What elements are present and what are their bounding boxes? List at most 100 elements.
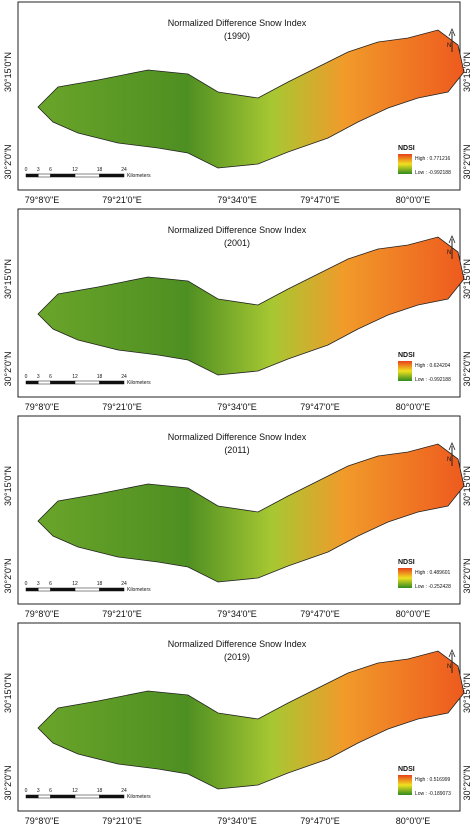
- map-panel: Normalized Difference Snow Index (2011) 30…: [3, 415, 472, 619]
- scale-tick: 0: [25, 167, 28, 173]
- y-label-left: 30°15'0"N: [3, 466, 13, 506]
- scale-segment: [74, 173, 100, 178]
- x-label: 79°34'0"E: [217, 195, 257, 205]
- x-label: 79°34'0"E: [217, 816, 257, 826]
- x-label: 79°8'0"E: [25, 402, 60, 412]
- scale-segment: [50, 587, 76, 592]
- y-label-right: 30°2'0"N: [462, 351, 472, 386]
- legend-high: High : 0.624204: [415, 363, 451, 369]
- scale-tick: 3: [37, 788, 40, 794]
- x-label: 79°8'0"E: [25, 195, 60, 205]
- north-label: N: [447, 250, 451, 256]
- north-arrow-head: [448, 234, 456, 244]
- scale-tick: 6: [49, 374, 52, 380]
- scale-tick: 6: [49, 167, 52, 173]
- scale-tick: 24: [121, 167, 127, 173]
- scale-tick: 18: [97, 167, 103, 173]
- map-title: Normalized Difference Snow Index: [168, 18, 307, 28]
- north-label: N: [447, 664, 451, 670]
- scale-tick: 3: [37, 374, 40, 380]
- north-label: N: [447, 43, 451, 49]
- x-label: 79°47'0"E: [300, 609, 340, 619]
- scale-tick: 3: [37, 167, 40, 173]
- scale-segment: [25, 173, 39, 178]
- y-label-left: 30°15'0"N: [3, 52, 13, 92]
- x-label: 79°21'0"E: [102, 816, 142, 826]
- y-label-right: 30°2'0"N: [462, 144, 472, 179]
- scale-tick: 0: [25, 788, 28, 794]
- legend-high: High : 0.489601: [415, 570, 451, 576]
- map-panel: Normalized Difference Snow Index(2001)30…: [3, 208, 472, 412]
- north-arrow-head: [448, 441, 456, 451]
- map-title: Normalized Difference Snow Index: [168, 639, 307, 649]
- legend-ramp: [398, 361, 412, 381]
- x-label: 79°21'0"E: [102, 195, 142, 205]
- scale-segment: [74, 587, 100, 592]
- scale-segment: [74, 380, 100, 385]
- x-label: 79°47'0"E: [300, 195, 340, 205]
- legend-low: Low : -0.189073: [415, 791, 451, 797]
- scale-tick: 12: [72, 788, 78, 794]
- scale-segment: [50, 173, 76, 178]
- scale-segment: [25, 794, 39, 799]
- north-arrow-head: [448, 27, 456, 37]
- scale-tick: 12: [72, 374, 78, 380]
- watershed: [37, 236, 465, 376]
- y-label-left: 30°2'0"N: [3, 765, 13, 800]
- scale-unit: Kilometers: [127, 794, 151, 800]
- map-year: (1990): [224, 31, 250, 41]
- map-panel: Normalized Difference Snow Index(2019)30…: [3, 622, 472, 826]
- legend-ramp: [398, 568, 412, 588]
- y-label-right: 30°15'0"N: [462, 466, 472, 506]
- legend-title: NDSI: [398, 352, 415, 359]
- north-label: N: [447, 457, 451, 463]
- scale-unit: Kilometers: [127, 587, 151, 593]
- y-label-left: 30°15'0"N: [3, 673, 13, 713]
- legend-title: NDSI: [398, 145, 415, 152]
- y-label-right: 30°15'0"N: [462, 259, 472, 299]
- scale-tick: 3: [37, 581, 40, 587]
- scale-tick: 6: [49, 788, 52, 794]
- scale-tick: 18: [97, 581, 103, 587]
- scale-segment: [99, 380, 125, 385]
- legend-ramp: [398, 775, 412, 795]
- scale-segment: [99, 587, 125, 592]
- x-label: 80°0'0"E: [396, 402, 431, 412]
- y-label-right: 30°2'0"N: [462, 765, 472, 800]
- x-label: 79°34'0"E: [217, 402, 257, 412]
- y-label-left: 30°2'0"N: [3, 558, 13, 593]
- x-label: 79°8'0"E: [25, 609, 60, 619]
- legend-high: High : 0.516999: [415, 777, 451, 783]
- y-label-left: 30°15'0"N: [3, 259, 13, 299]
- y-label-left: 30°2'0"N: [3, 351, 13, 386]
- scale-segment: [25, 380, 39, 385]
- map-title: Normalized Difference Snow Index: [168, 432, 307, 442]
- map-title: Normalized Difference Snow Index: [168, 225, 307, 235]
- legend-ramp: [398, 154, 412, 174]
- scale-tick: 18: [97, 788, 103, 794]
- scale-segment: [99, 794, 125, 799]
- legend-low: Low : -0.992188: [415, 377, 451, 383]
- watershed: [37, 29, 465, 169]
- legend-title: NDSI: [398, 766, 415, 773]
- x-label: 80°0'0"E: [396, 609, 431, 619]
- map-year: (2019): [224, 652, 250, 662]
- scale-segment: [38, 173, 51, 178]
- x-label: 79°21'0"E: [102, 402, 142, 412]
- y-label-left: 30°2'0"N: [3, 144, 13, 179]
- x-label: 79°21'0"E: [102, 609, 142, 619]
- y-label-right: 30°15'0"N: [462, 673, 472, 713]
- map-year: (2011): [224, 445, 249, 455]
- scale-tick: 12: [72, 581, 78, 587]
- scale-segment: [38, 380, 51, 385]
- x-label: 80°0'0"E: [396, 195, 431, 205]
- x-label: 79°47'0"E: [300, 402, 340, 412]
- x-label: 80°0'0"E: [396, 816, 431, 826]
- x-label: 79°34'0"E: [217, 609, 257, 619]
- scale-tick: 24: [121, 788, 127, 794]
- map-panel: Normalized Difference Snow Index(1990)30…: [3, 1, 472, 205]
- scale-unit: Kilometers: [127, 380, 151, 386]
- legend-high: High : 0.771216: [415, 156, 451, 162]
- north-arrow-head: [448, 648, 456, 658]
